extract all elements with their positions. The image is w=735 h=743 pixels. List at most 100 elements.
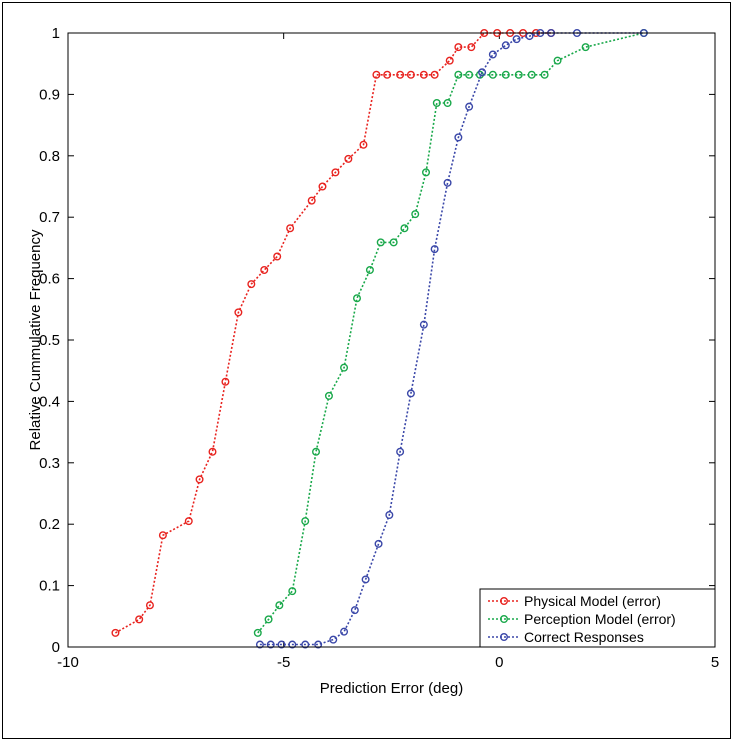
data-point xyxy=(359,140,368,149)
y-tick-label: 0.6 xyxy=(39,271,60,288)
series-line xyxy=(259,32,644,646)
data-point xyxy=(454,70,463,79)
data-point xyxy=(340,627,349,636)
data-point xyxy=(512,35,521,44)
data-point xyxy=(406,389,415,398)
data-point xyxy=(195,475,204,484)
y-tick-label: 0.7 xyxy=(39,209,60,226)
x-tick-label: -10 xyxy=(57,654,79,671)
data-point xyxy=(221,377,230,386)
data-point xyxy=(540,70,549,79)
data-point xyxy=(376,238,385,247)
y-tick-label: 0.3 xyxy=(39,455,60,472)
y-tick-label: 0.1 xyxy=(39,578,60,595)
data-point xyxy=(400,224,409,233)
x-tick-label: -5 xyxy=(277,654,290,671)
data-point xyxy=(443,178,452,187)
legend-marker xyxy=(500,633,509,642)
legend-label: Correct Responses xyxy=(524,629,644,645)
y-tick-label: 1 xyxy=(52,25,60,42)
data-point xyxy=(234,308,243,317)
data-point xyxy=(553,56,562,65)
data-point xyxy=(145,601,154,610)
data-point xyxy=(365,266,374,275)
data-point xyxy=(454,133,463,142)
x-tick-label: 0 xyxy=(495,654,503,671)
data-point xyxy=(307,196,316,205)
data-point xyxy=(277,640,286,649)
data-point xyxy=(253,628,262,637)
data-point xyxy=(264,615,273,624)
x-tick-label: 5 xyxy=(711,654,719,671)
legend-label: Physical Model (error) xyxy=(524,593,661,609)
data-point xyxy=(312,447,321,456)
data-point xyxy=(301,640,310,649)
data-point xyxy=(301,517,310,526)
series-line xyxy=(115,32,552,634)
data-point xyxy=(352,294,361,303)
data-point xyxy=(501,41,510,50)
data-point xyxy=(514,70,523,79)
data-point xyxy=(288,640,297,649)
series-line xyxy=(257,32,644,634)
data-point xyxy=(331,168,340,177)
data-point xyxy=(454,43,463,52)
data-point xyxy=(419,70,428,79)
data-point xyxy=(266,640,275,649)
legend-marker xyxy=(500,615,509,624)
data-point xyxy=(430,245,439,254)
data-point xyxy=(465,102,474,111)
data-point xyxy=(372,70,381,79)
data-point xyxy=(465,70,474,79)
data-point xyxy=(350,606,359,615)
data-point xyxy=(314,640,323,649)
data-point xyxy=(158,531,167,540)
data-point xyxy=(184,517,193,526)
data-point xyxy=(527,70,536,79)
x-axis-title: Prediction Error (deg) xyxy=(320,680,463,697)
y-tick-label: 0 xyxy=(52,639,60,656)
data-point xyxy=(260,266,269,275)
data-point xyxy=(340,363,349,372)
data-point xyxy=(432,98,441,107)
data-point xyxy=(419,320,428,329)
data-point xyxy=(288,587,297,596)
plot-area-border xyxy=(67,32,716,648)
data-point xyxy=(467,43,476,52)
y-axis-title: Relative Cummulative Frequency xyxy=(27,229,44,450)
data-point xyxy=(374,539,383,548)
series-1 xyxy=(111,29,556,637)
data-point xyxy=(344,154,353,163)
data-point xyxy=(411,210,420,219)
y-tick-label: 0.4 xyxy=(39,393,60,410)
data-point xyxy=(324,391,333,400)
y-tick-label: 0.8 xyxy=(39,148,60,165)
data-point xyxy=(255,640,264,649)
data-point xyxy=(396,447,405,456)
data-point xyxy=(273,252,282,261)
data-point xyxy=(488,70,497,79)
y-tick-label: 0.9 xyxy=(39,86,60,103)
y-tick-label: 0.5 xyxy=(39,332,60,349)
data-point xyxy=(208,447,217,456)
tick-labels: -10 -5 0 5 0 0.1 0.2 0.3 0.4 0.5 0.6 0.7 0.8 0.9 1 xyxy=(39,25,719,671)
legend-label: Perception Model (error) xyxy=(524,611,676,627)
data-point xyxy=(135,615,144,624)
data-point xyxy=(445,56,454,65)
legend-box xyxy=(479,588,716,648)
data-point xyxy=(422,168,431,177)
data-point xyxy=(478,68,487,77)
data-point xyxy=(396,70,405,79)
data-point xyxy=(406,70,415,79)
series-2 xyxy=(253,29,648,637)
data-point xyxy=(286,224,295,233)
legend: Physical Model (error) Perception Model (… xyxy=(479,588,716,648)
data-point xyxy=(275,601,284,610)
plot-area-background xyxy=(68,33,715,647)
data-point xyxy=(111,628,120,637)
data-point xyxy=(488,50,497,59)
data-point xyxy=(443,98,452,107)
data-point xyxy=(361,575,370,584)
data-point xyxy=(329,635,338,644)
